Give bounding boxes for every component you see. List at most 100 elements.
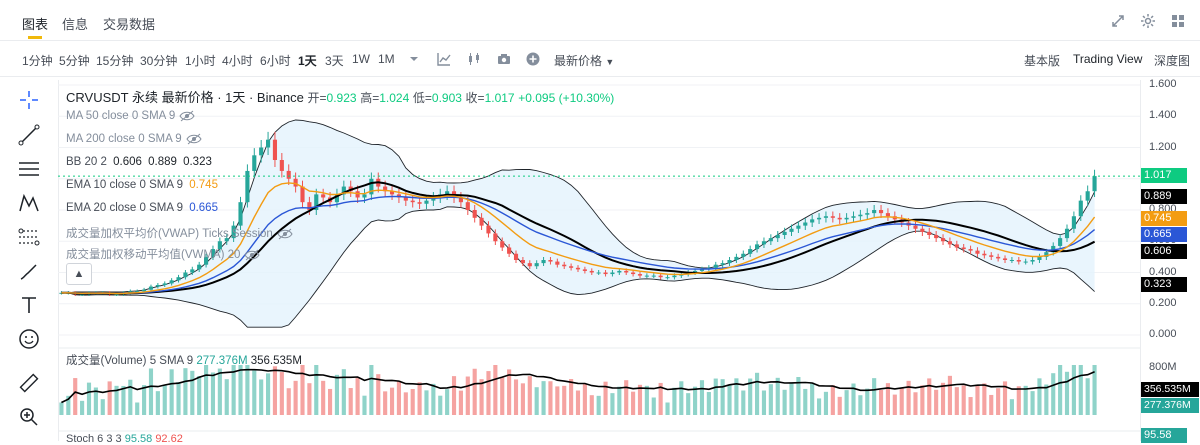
volume-bar bbox=[59, 402, 64, 415]
candle-body bbox=[135, 291, 140, 293]
volume-bar bbox=[761, 390, 767, 415]
bb-up-value: 0.889 bbox=[148, 156, 177, 168]
brush-icon[interactable] bbox=[17, 259, 41, 283]
candle-body bbox=[796, 225, 801, 229]
volume-bar bbox=[947, 375, 952, 415]
timeframe-30m[interactable]: 30分钟 bbox=[140, 54, 178, 68]
high-value: 1.024 bbox=[379, 91, 410, 105]
volume-bar bbox=[644, 385, 649, 415]
ma200-label: MA 200 close 0 SMA 9 bbox=[66, 133, 182, 146]
volume-bar bbox=[507, 369, 512, 415]
volume-bar bbox=[720, 379, 725, 415]
vwap-legend[interactable]: 成交量加权平均价(VWAP) Ticks Session bbox=[66, 225, 293, 241]
volume-bar bbox=[706, 392, 711, 415]
vwma-label: 成交量加权移动平均值(VWMA) 20 bbox=[66, 249, 241, 261]
candle-body bbox=[1085, 191, 1090, 201]
timeframe-3d[interactable]: 3天 bbox=[325, 54, 344, 68]
fib-icon[interactable] bbox=[17, 225, 41, 249]
bb-legend[interactable]: BB 20 2 0.606 0.889 0.323 bbox=[66, 156, 212, 168]
indicator-icon[interactable] bbox=[436, 51, 452, 67]
view-trading-view[interactable]: Trading View bbox=[1073, 52, 1143, 66]
stoch-legend[interactable]: Stoch 6 3 3 95.58 92.62 bbox=[66, 433, 183, 445]
timeframe-1mo[interactable]: 1M bbox=[378, 52, 395, 66]
hidden-eye-icon[interactable] bbox=[277, 228, 293, 240]
volume-bar bbox=[741, 390, 746, 415]
zoom-in-icon[interactable] bbox=[17, 405, 41, 429]
ema10-legend[interactable]: EMA 10 close 0 SMA 9 0.745 bbox=[66, 179, 218, 191]
timeframe-1w[interactable]: 1W bbox=[352, 52, 370, 66]
ma200-legend[interactable]: MA 200 close 0 SMA 9 bbox=[66, 133, 202, 145]
volume-bar bbox=[810, 382, 815, 415]
candle-body bbox=[1044, 252, 1049, 257]
candle-body bbox=[300, 186, 305, 203]
hidden-eye-icon[interactable] bbox=[244, 249, 261, 261]
stoch-d-value: 92.62 bbox=[155, 433, 183, 445]
volume-bar bbox=[1078, 365, 1083, 415]
view-basic[interactable]: 基本版 bbox=[1024, 54, 1061, 68]
bollinger-band-fill bbox=[61, 120, 1095, 328]
collapse-legend-button[interactable]: ▲ bbox=[66, 263, 92, 285]
volume-bar bbox=[327, 388, 333, 415]
candle-body bbox=[424, 200, 429, 204]
volume-bar bbox=[142, 385, 147, 415]
settings-icon[interactable] bbox=[1140, 13, 1156, 29]
trend-line-icon[interactable] bbox=[17, 123, 41, 147]
volume-bar bbox=[286, 388, 291, 415]
volume-label: 成交量(Volume) 5 SMA 9 bbox=[66, 355, 194, 367]
candle-body bbox=[534, 263, 539, 267]
horizontal-lines-icon[interactable] bbox=[17, 157, 41, 181]
tab-info[interactable]: 信息 bbox=[62, 17, 89, 32]
timeframe-1h[interactable]: 1小时 bbox=[185, 54, 216, 68]
expand-icon[interactable] bbox=[1110, 13, 1126, 29]
add-icon[interactable] bbox=[525, 51, 541, 67]
price-chart[interactable] bbox=[58, 80, 1140, 441]
timeframe-15m[interactable]: 15分钟 bbox=[96, 54, 134, 68]
volume-bar bbox=[396, 380, 401, 415]
candle-body bbox=[190, 269, 195, 273]
candle-body bbox=[596, 272, 601, 274]
timeframe-5m[interactable]: 5分钟 bbox=[59, 54, 90, 68]
price-tick: 0.000 bbox=[1149, 328, 1177, 340]
vwma-legend[interactable]: 成交量加权移动平均值(VWMA) 20 bbox=[66, 246, 261, 262]
timeframe-1m[interactable]: 1分钟 bbox=[22, 54, 53, 68]
pattern-icon[interactable] bbox=[17, 191, 41, 215]
ma50-legend[interactable]: MA 50 close 0 SMA 9 bbox=[66, 110, 195, 122]
hidden-eye-icon[interactable] bbox=[186, 133, 202, 145]
ruler-icon[interactable] bbox=[17, 371, 41, 395]
grid-icon[interactable] bbox=[1170, 13, 1186, 29]
volume-bar bbox=[548, 381, 553, 415]
tab-trading-data[interactable]: 交易数据 bbox=[103, 17, 156, 32]
camera-icon[interactable] bbox=[496, 51, 512, 67]
emoji-icon[interactable] bbox=[17, 327, 41, 351]
volume-bar bbox=[100, 399, 105, 415]
hidden-eye-icon[interactable] bbox=[179, 110, 195, 122]
volume-bar bbox=[803, 388, 808, 415]
ema20-legend[interactable]: EMA 20 close 0 SMA 9 0.665 bbox=[66, 202, 218, 214]
timeframe-6h[interactable]: 6小时 bbox=[260, 54, 291, 68]
volume-bar bbox=[672, 387, 677, 415]
volume-bar bbox=[279, 372, 284, 415]
view-depth[interactable]: 深度图 bbox=[1154, 54, 1191, 68]
timeframe-4h[interactable]: 4小时 bbox=[222, 54, 253, 68]
volume-ma-tag: 356.535M bbox=[1141, 382, 1199, 397]
timeframe-1d[interactable]: 1天 bbox=[298, 54, 317, 68]
candle-body bbox=[624, 270, 629, 273]
volume-bar bbox=[569, 379, 574, 415]
candle-body bbox=[872, 210, 877, 214]
candle-body bbox=[493, 233, 498, 242]
volume-legend[interactable]: 成交量(Volume) 5 SMA 9 277.376M 356.535M bbox=[66, 352, 302, 368]
change-value: +0.095 (+10.30%) bbox=[518, 91, 615, 105]
candle-type-icon[interactable] bbox=[466, 51, 482, 67]
crosshair-icon[interactable] bbox=[17, 88, 41, 112]
volume-bar bbox=[920, 385, 925, 415]
candle-body bbox=[810, 219, 815, 223]
chevron-down-icon[interactable] bbox=[406, 51, 422, 67]
text-icon[interactable] bbox=[17, 293, 41, 317]
ema20-label: EMA 20 close 0 SMA 9 bbox=[66, 202, 183, 214]
volume-bar bbox=[665, 402, 670, 415]
price-axis[interactable]: 1.6001.4001.2001.0000.8000.6000.4000.200… bbox=[1140, 78, 1200, 443]
tab-chart[interactable]: 图表 bbox=[22, 17, 49, 32]
volume-bar bbox=[789, 383, 794, 415]
price-type-select[interactable]: 最新价格 ▼ bbox=[554, 52, 614, 69]
candle-body bbox=[1037, 256, 1042, 260]
